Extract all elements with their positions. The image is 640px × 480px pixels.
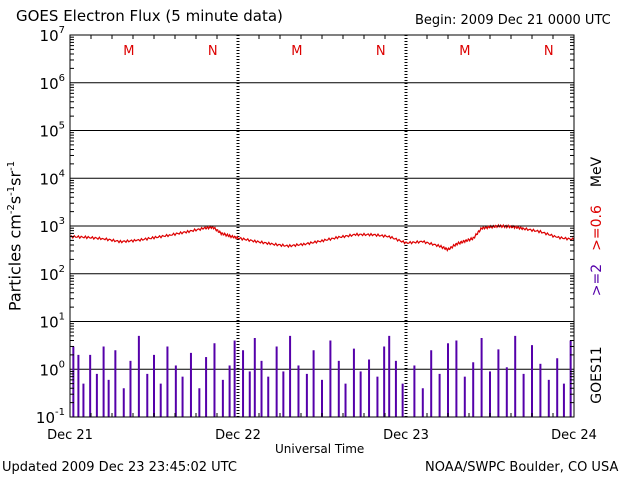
- y-tick-label: 10-1: [36, 407, 65, 427]
- x-tick-label: Dec 22: [215, 428, 261, 443]
- mn-marker: N: [376, 44, 386, 59]
- y-tick-label: 102: [40, 264, 65, 284]
- mn-marker: N: [544, 44, 554, 59]
- mn-marker: M: [459, 44, 470, 59]
- x-tick-label: Dec 23: [383, 428, 429, 443]
- begin-time: Begin: 2009 Dec 21 0000 UTC: [415, 13, 611, 28]
- updated-time: Updated 2009 Dec 23 23:45:02 UTC: [2, 460, 237, 475]
- mn-marker: M: [123, 44, 134, 59]
- x-tick-label: Dec 21: [47, 428, 93, 443]
- y-axis-title: Particles cm-2s-1sr-1: [5, 160, 25, 312]
- credit: NOAA/SWPC Boulder, CO USA: [425, 460, 619, 475]
- satellite-label: GOES11: [589, 346, 605, 404]
- mn-marker: N: [208, 44, 218, 59]
- y-tick-label: 104: [40, 168, 65, 188]
- energy-unit-label: MeV: [589, 156, 605, 188]
- y-tick-label: 105: [40, 121, 65, 141]
- x-axis-title: Universal Time: [275, 442, 365, 456]
- mn-marker: M: [291, 44, 302, 59]
- energy-gt2-label: >=2: [589, 263, 605, 297]
- flux-line: [69, 223, 575, 252]
- energy-ge06-label: >=0.6: [589, 205, 605, 251]
- y-tick-label: 106: [40, 73, 65, 93]
- chart-title: GOES Electron Flux (5 minute data): [16, 7, 283, 25]
- x-tick-label: Dec 24: [551, 428, 597, 443]
- y-tick-label: 101: [40, 312, 65, 332]
- y-tick-label: 107: [40, 25, 65, 45]
- y-tick-label: 103: [40, 216, 65, 236]
- y-tick-label: 100: [40, 359, 65, 379]
